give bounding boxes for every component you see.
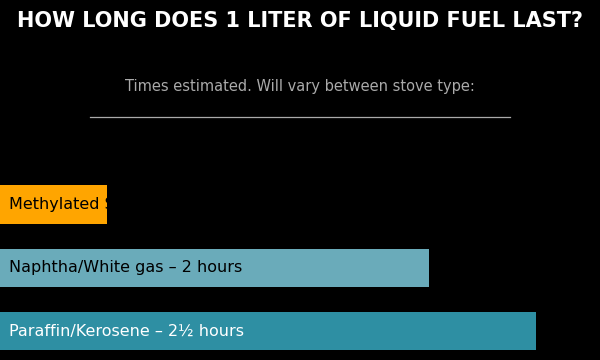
Text: HOW LONG DOES 1 LITER OF LIQUID FUEL LAST?: HOW LONG DOES 1 LITER OF LIQUID FUEL LAS… xyxy=(17,11,583,31)
Bar xyxy=(0,249,428,287)
Text: Naphtha/White gas – 2 hours: Naphtha/White gas – 2 hours xyxy=(8,261,242,275)
Bar xyxy=(0,185,107,224)
Text: Times estimated. Will vary between stove type:: Times estimated. Will vary between stove… xyxy=(125,79,475,94)
Text: Methylated Spirits – ½ hour: Methylated Spirits – ½ hour xyxy=(8,197,230,212)
Text: Paraffin/Kerosene – 2½ hours: Paraffin/Kerosene – 2½ hours xyxy=(8,324,244,339)
Bar xyxy=(0,312,536,351)
